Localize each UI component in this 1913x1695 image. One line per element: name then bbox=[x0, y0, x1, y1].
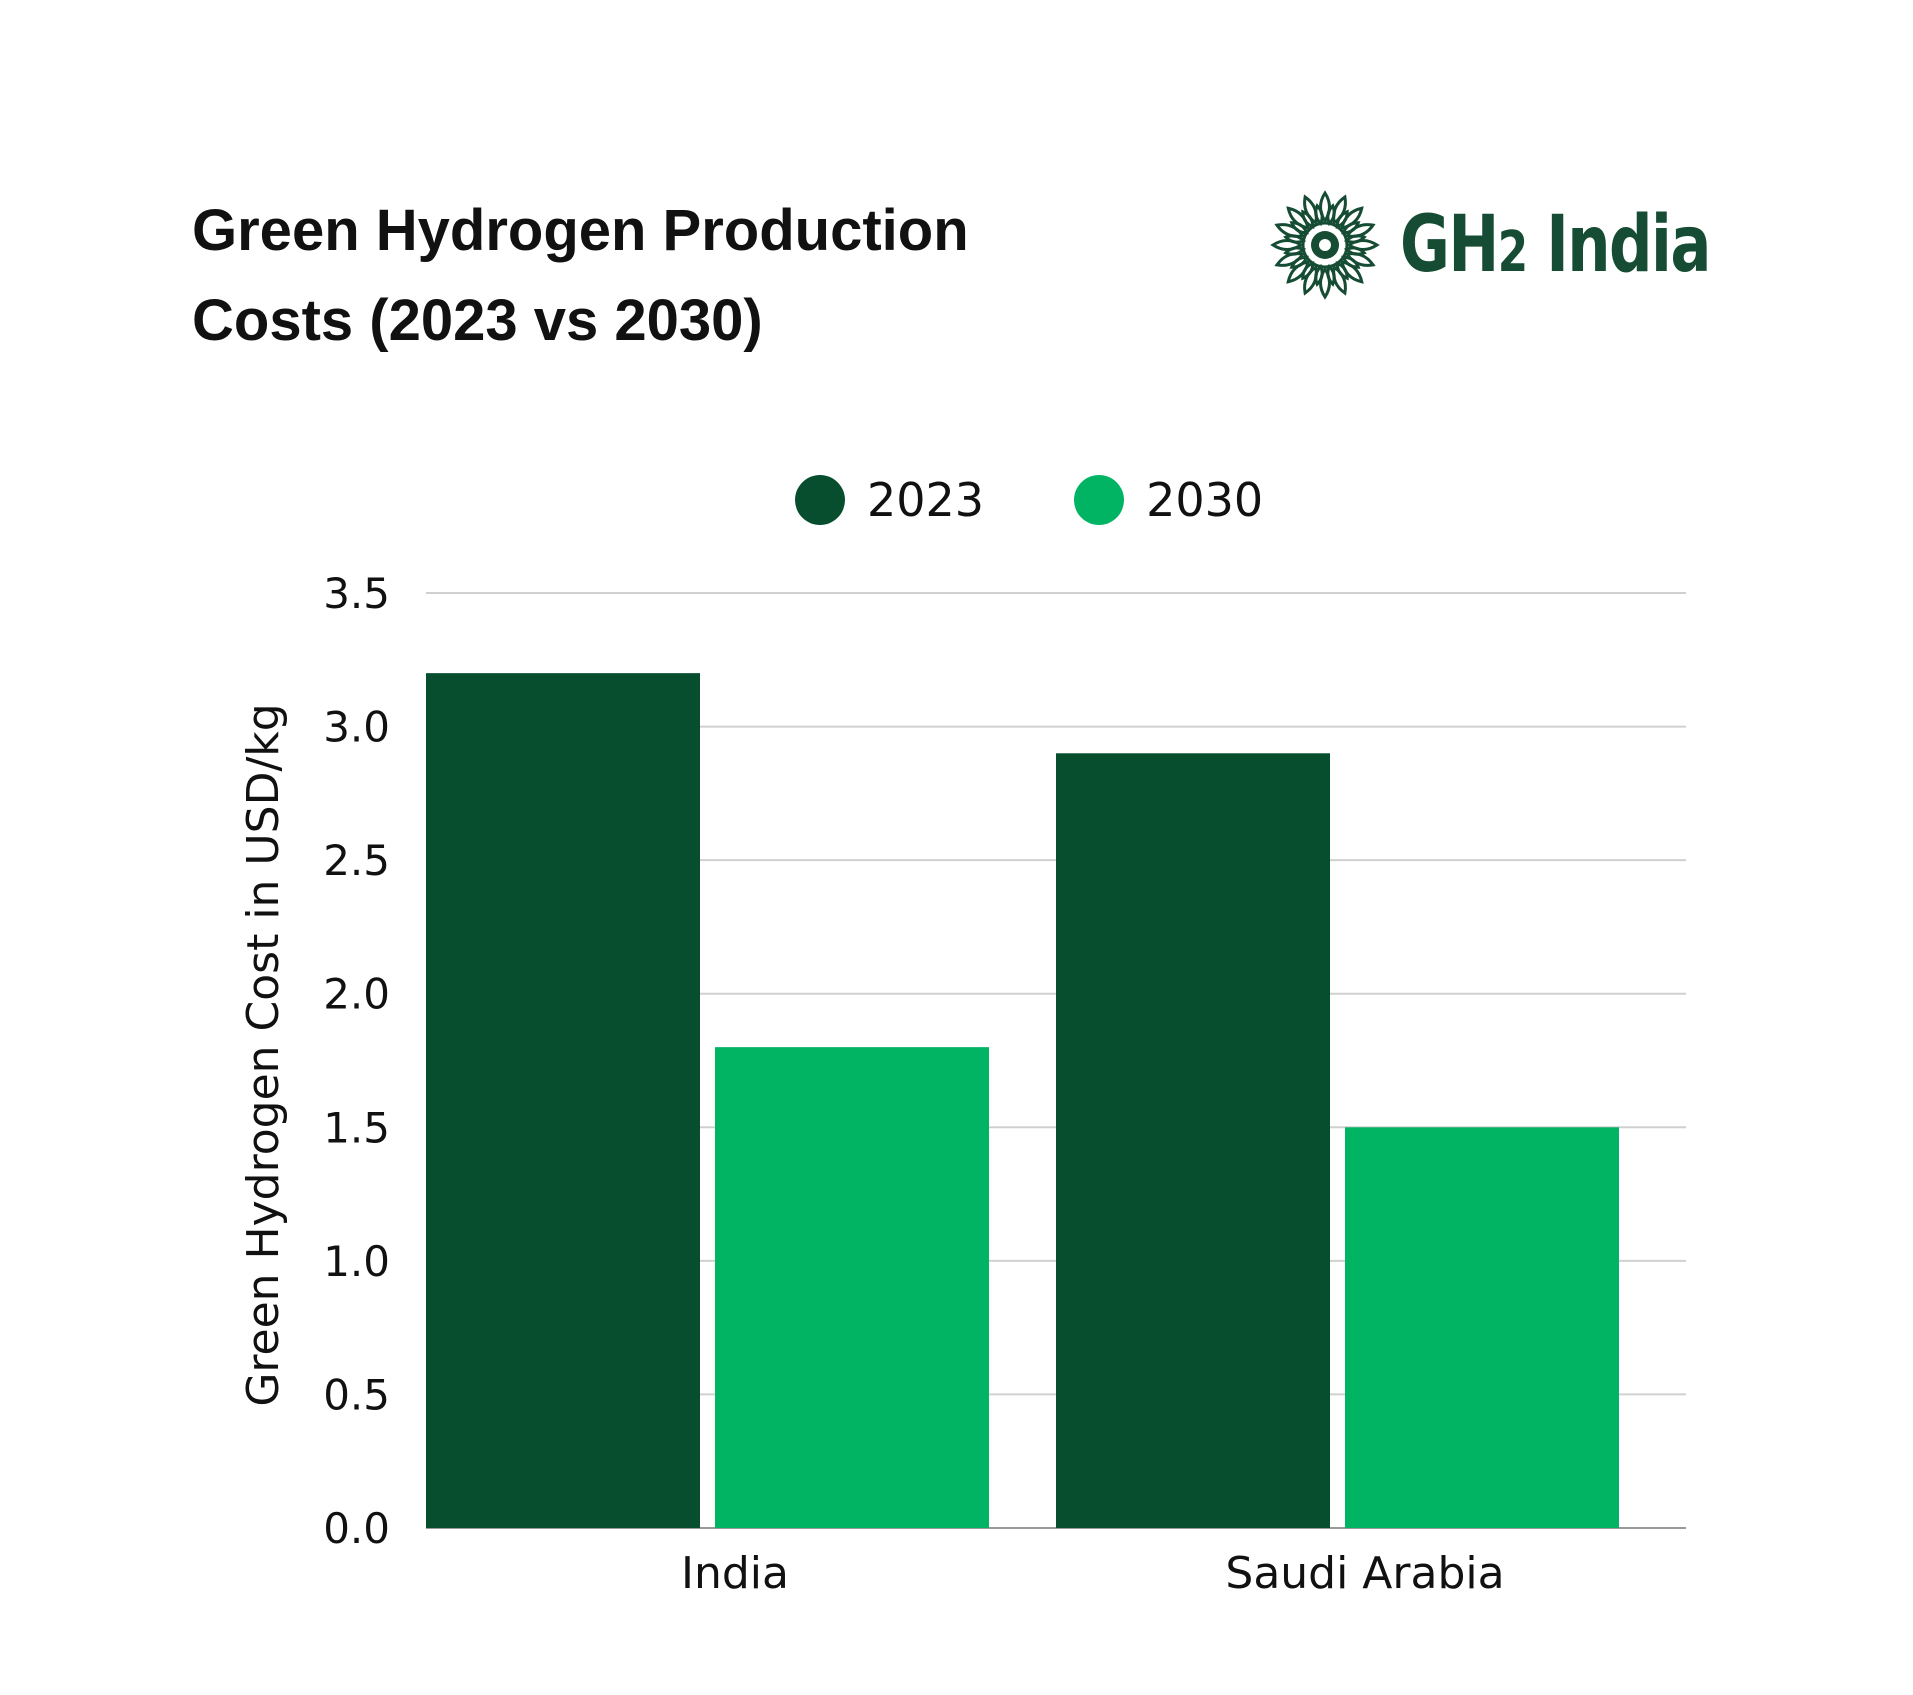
legend-item-2030: 2030 bbox=[1074, 473, 1263, 527]
mandala-inner-petal bbox=[1301, 261, 1315, 281]
mandala-inner-petal bbox=[1335, 261, 1349, 281]
legend-item-2023: 2023 bbox=[795, 473, 984, 527]
mandala-inner-petal bbox=[1341, 255, 1361, 269]
logo-text-main: GH bbox=[1400, 200, 1499, 290]
chart-title-line-2: Costs (2023 vs 2030) bbox=[192, 288, 763, 353]
bar-saudi-arabia-2030 bbox=[1345, 1127, 1619, 1528]
y-tick-label: 3.5 bbox=[323, 569, 390, 618]
y-tick-label: 0.0 bbox=[323, 1504, 390, 1553]
mandala-inner-petal bbox=[1314, 263, 1324, 287]
mandala-inner-petal bbox=[1341, 221, 1361, 235]
mandala-inner-petal bbox=[1335, 209, 1349, 229]
logo-text-sub: 2 bbox=[1497, 220, 1528, 285]
x-category-label: India bbox=[681, 1548, 789, 1599]
bar-saudi-arabia-2023 bbox=[1056, 753, 1330, 1528]
y-tick-label: 0.5 bbox=[323, 1370, 390, 1419]
logo-text-rest: India bbox=[1526, 200, 1711, 290]
mandala-inner-petal bbox=[1283, 234, 1307, 244]
mandala-inner-petal bbox=[1326, 263, 1336, 287]
mandala-icon bbox=[1270, 190, 1380, 300]
gh2-india-logo: GH2 India bbox=[1270, 190, 1730, 300]
y-tick-label: 2.5 bbox=[323, 836, 390, 885]
chart-legend: 2023 2030 bbox=[795, 470, 1353, 530]
logo-text: GH2 India bbox=[1400, 190, 1711, 308]
legend-swatch-2030 bbox=[1074, 475, 1125, 525]
y-tick-label: 1.5 bbox=[323, 1103, 390, 1152]
chart-title-line-1: Green Hydrogen Production bbox=[192, 198, 969, 263]
y-axis-label: Green Hydrogen Cost in USD/kg bbox=[238, 703, 289, 1406]
y-tick-label: 2.0 bbox=[323, 970, 390, 1019]
mandala-inner-petal bbox=[1314, 203, 1324, 227]
y-tick-label: 3.0 bbox=[323, 703, 390, 752]
legend-label-2030: 2030 bbox=[1146, 473, 1264, 527]
mandala-inner-petal bbox=[1326, 203, 1336, 227]
legend-label-2023: 2023 bbox=[867, 473, 985, 527]
bar-india-2023 bbox=[426, 673, 700, 1528]
bar-india-2030 bbox=[715, 1047, 989, 1528]
mandala-inner-petal bbox=[1289, 255, 1309, 269]
x-category-label: Saudi Arabia bbox=[1225, 1548, 1504, 1599]
mandala-inner-petal bbox=[1343, 234, 1367, 244]
legend-swatch-2023 bbox=[795, 475, 845, 525]
mandala-inner-petal bbox=[1289, 221, 1309, 235]
y-tick-label: 1.0 bbox=[323, 1237, 390, 1286]
mandala-inner-petal bbox=[1283, 246, 1307, 256]
mandala-inner-petal bbox=[1301, 209, 1315, 229]
chart-title: Green Hydrogen Production Costs (2023 vs… bbox=[192, 186, 1092, 366]
mandala-inner-petal bbox=[1343, 246, 1367, 256]
